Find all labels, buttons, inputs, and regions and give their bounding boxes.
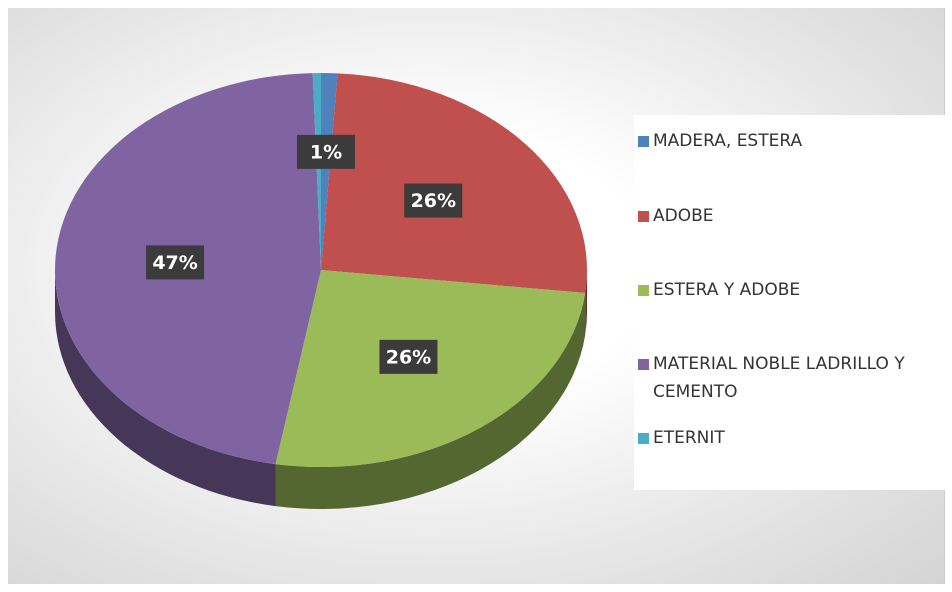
legend-label: ETERNIT <box>653 428 725 448</box>
legend-swatch <box>638 433 649 444</box>
pie-slice <box>312 73 321 270</box>
legend: MADERA, ESTERA ADOBE ESTERA Y ADOBE MATERIA… <box>634 115 946 490</box>
data-label: 26% <box>386 346 431 368</box>
pie-side <box>275 293 586 509</box>
data-label-box <box>379 339 438 374</box>
pie-slice <box>321 73 587 294</box>
legend-label: MADERA, ESTERA <box>653 131 803 151</box>
legend-label: ADOBE <box>653 206 714 226</box>
legend-item: MADERA, ESTERA <box>638 127 944 155</box>
data-label: 26% <box>411 190 456 212</box>
legend-swatch <box>638 285 649 296</box>
legend-item: ADOBE <box>638 202 944 230</box>
data-label: 47% <box>152 252 197 274</box>
data-label: 1% <box>310 141 342 163</box>
legend-item: ETERNIT <box>638 424 944 452</box>
pie-side <box>55 270 276 507</box>
pie-slice <box>321 73 338 270</box>
data-label-box <box>146 245 205 280</box>
legend-item: ESTERA Y ADOBE <box>638 276 944 304</box>
legend-swatch <box>638 211 649 222</box>
legend-swatch <box>638 359 649 370</box>
legend-item: MATERIAL NOBLE LADRILLO Y CEMENTO <box>638 350 944 406</box>
legend-swatch <box>638 136 649 147</box>
legend-label: ESTERA Y ADOBE <box>653 280 801 300</box>
data-label-box <box>404 183 463 218</box>
legend-label: MATERIAL NOBLE LADRILLO Y CEMENTO <box>653 354 905 402</box>
data-label-box <box>296 134 355 169</box>
pie-side <box>585 270 587 336</box>
